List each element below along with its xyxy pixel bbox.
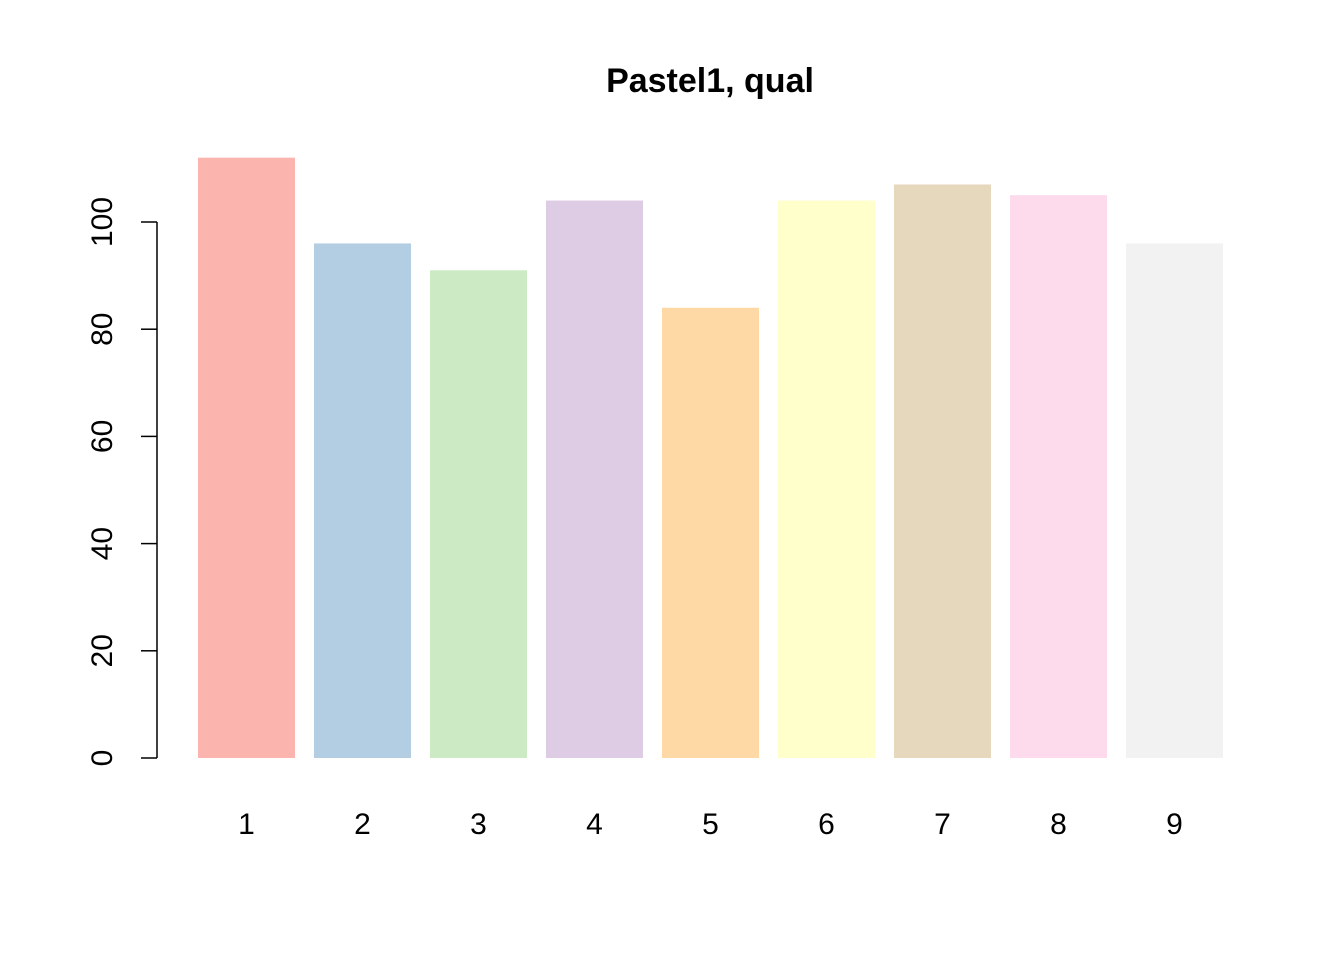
y-tick-label: 80 xyxy=(86,313,119,346)
x-tick-label: 3 xyxy=(470,808,487,841)
bar-6 xyxy=(778,200,875,758)
y-tick-label: 100 xyxy=(86,197,119,247)
x-axis-labels: 1 2 3 4 5 6 7 8 9 xyxy=(238,808,1183,841)
y-tick-label: 40 xyxy=(86,527,119,560)
x-tick-label: 4 xyxy=(586,808,603,841)
bar-7 xyxy=(894,184,991,759)
bar-5 xyxy=(662,307,759,758)
bar-9 xyxy=(1126,243,1223,758)
x-tick-label: 1 xyxy=(238,808,255,841)
bar-3 xyxy=(430,270,527,758)
x-tick-label: 7 xyxy=(934,808,951,841)
y-tick-label: 20 xyxy=(86,634,119,667)
bar-8 xyxy=(1010,195,1107,758)
bar-2 xyxy=(314,243,411,758)
bar-1 xyxy=(198,157,295,758)
y-axis: 0 20 40 60 80 100 xyxy=(86,197,158,767)
x-tick-label: 9 xyxy=(1166,808,1183,841)
x-tick-label: 6 xyxy=(818,808,835,841)
y-tick-label: 0 xyxy=(86,750,119,767)
bar-4 xyxy=(546,200,643,758)
bars-layer xyxy=(198,157,1223,759)
x-tick-label: 8 xyxy=(1050,808,1067,841)
x-tick-label: 2 xyxy=(354,808,371,841)
y-tick-label: 60 xyxy=(86,420,119,453)
chart-title: Pastel1, qual xyxy=(606,62,814,100)
x-tick-label: 5 xyxy=(702,808,719,841)
